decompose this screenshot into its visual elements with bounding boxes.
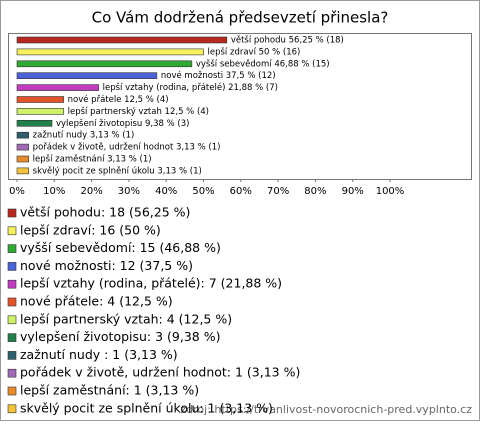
bar [16,155,29,163]
bar [16,36,228,44]
legend-label: lepší partnerský vztah: 4 (12,5 %) [20,311,232,326]
bar-label: vyšší sebevědomí 46,88 % (15) [196,58,330,69]
chart-title: Co Vám dodržená předsevzetí přinesla? [92,9,389,27]
bar-label: nové možnosti 37,5 % (12) [161,70,276,81]
x-tick-label: 70% [267,186,289,197]
x-tick-label: 10% [43,186,65,197]
bar [16,48,204,56]
legend-label: větší pohodu: 18 (56,25 %) [20,205,190,220]
x-tick-label: 20% [80,186,102,197]
legend-swatch [7,368,17,378]
x-tick-label: 100% [376,186,405,197]
legend-swatch [7,262,17,271]
legend-label: vylepšení životopisu: 3 (9,38 %) [20,329,220,344]
x-tick-label: 80% [304,186,326,197]
plot-frame [8,33,472,180]
bar [16,84,99,91]
legend-swatch [7,297,17,307]
bar-label: lepší vztahy (rodina, přátelé) 21,88 % (… [103,82,278,93]
bar-label: skvělý pocit ze splnění úkolu 3,13 % (1) [33,166,202,176]
x-tick-label: 0% [9,186,25,197]
legend-swatch [7,333,17,342]
bar [16,60,193,68]
bar [16,143,29,151]
legend-label: pořádek v životě, udržení hodnot: 1 (3,1… [20,365,300,380]
legend-label: lepší zdraví: 16 (50 %) [20,222,161,237]
x-tick-label: 30% [118,186,140,197]
x-tick-label: 50% [192,186,214,197]
bar-label: zažnutí nudy 3,13 % (1) [33,131,135,141]
legend-label: lepší zaměstnání: 1 (3,13 %) [20,383,199,398]
bar-label: lepší zaměstnání 3,13 % (1) [33,154,152,165]
legend-label: nové přátele: 4 (12,5 %) [20,294,173,309]
bar-label: lepší partnerský vztah 12,5 % (4) [68,106,209,117]
legend-swatch [7,404,17,414]
legend-label: vyšší sebevědomí: 15 (46,88 %) [20,240,221,255]
x-tick-label: 90% [342,186,364,197]
x-tick-label: 40% [155,186,177,197]
bar [16,72,158,79]
legend-swatch [7,226,17,236]
bar-label: větší pohodu 56,25 % (18) [231,35,344,46]
legend-swatch [7,279,17,289]
legend-label: nové možnosti: 12 (37,5 %) [20,258,193,273]
legend-swatch [7,386,17,396]
legend-label: skvělý pocit ze splnění úkolu: 1 (3,13 %… [20,400,273,415]
bar-label: nové přátele 12,5 % (4) [68,94,169,105]
bar-label: vylepšení životopisu 9,38 % (3) [56,118,189,129]
legend-swatch [7,351,17,360]
legend-swatch [7,315,17,325]
bar [16,167,29,175]
legend-label: lepší vztahy (rodina, přátelé): 7 (21,88… [20,276,282,291]
x-tick-label: 60% [230,186,252,197]
source: zdroj: https://trvanlivost-novorocnich-p… [180,403,472,416]
bar [16,131,29,139]
legend-label: zažnutí nudy : 1 (3,13 %) [20,347,178,362]
bar [16,108,64,115]
legend-swatch [7,244,17,253]
bar [16,96,64,103]
bar-label: lepší zdraví 50 % (16) [208,46,301,57]
bar [16,120,53,127]
legend-swatch [7,208,17,218]
bar-label: pořádek v životě, udržení hodnot 3,13 % … [33,143,221,153]
